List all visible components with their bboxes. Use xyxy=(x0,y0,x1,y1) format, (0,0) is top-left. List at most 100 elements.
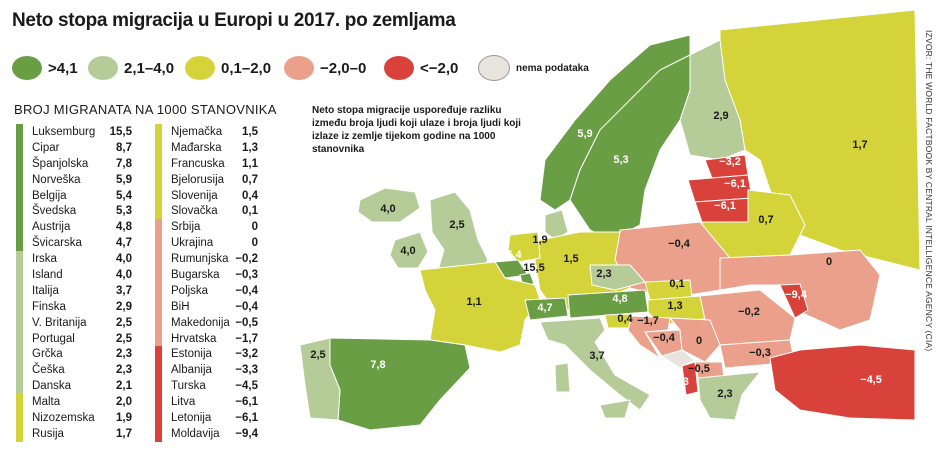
country-name: Hrvatska xyxy=(171,332,217,345)
legend-item: 0,1–2,0 xyxy=(185,56,271,80)
category-bar xyxy=(155,203,162,220)
map-label-czech: 2,3 xyxy=(596,268,611,280)
category-bar xyxy=(155,124,162,140)
map-label-spain: 7,8 xyxy=(370,359,385,371)
category-bar xyxy=(155,378,162,395)
legend-label: 2,1–4,0 xyxy=(124,59,175,77)
category-bar xyxy=(155,425,162,442)
country-row: Bugarska −0,3 xyxy=(155,267,258,283)
category-bar xyxy=(16,314,23,331)
explanation-note: Neto stopa migracije uspoređuje razliku … xyxy=(312,105,521,155)
country-name: Ukrajina xyxy=(171,237,214,250)
category-bar xyxy=(16,282,23,299)
legend-swatch xyxy=(185,56,215,80)
legend-swatch xyxy=(384,56,414,80)
category-bar xyxy=(16,219,23,236)
region-ireland xyxy=(389,231,429,269)
country-value: 1,7 xyxy=(116,427,132,440)
country-row: Moldavija −9,4 xyxy=(155,425,258,442)
category-bar xyxy=(16,362,23,379)
country-row: Francuska 1,1 xyxy=(155,155,258,172)
category-bar xyxy=(155,171,162,188)
region-no-data xyxy=(660,349,695,369)
category-bar xyxy=(155,282,162,299)
category-bar xyxy=(16,425,23,442)
region-sicily xyxy=(599,399,631,419)
category-bar xyxy=(155,298,162,315)
map-label-slovenia: 0,4 xyxy=(617,313,633,325)
country-row: Grčka 2,3 xyxy=(16,346,132,363)
map-label-turkey: −4,5 xyxy=(860,374,882,386)
category-bar xyxy=(155,139,162,156)
category-bar xyxy=(16,124,23,140)
country-row: Slovačka 0,1 xyxy=(155,203,258,220)
legend-swatch xyxy=(88,56,118,80)
category-bar xyxy=(155,314,162,331)
country-value: 2,5 xyxy=(116,332,132,345)
map-label-macedonia: −0,5 xyxy=(688,363,710,375)
country-row: Mađarska 1,3 xyxy=(155,139,258,156)
category-bar xyxy=(155,394,162,411)
region-iceland xyxy=(357,187,421,223)
country-value: −1,7 xyxy=(235,332,258,345)
country-name: Danska xyxy=(32,380,71,393)
category-bar xyxy=(16,378,23,395)
country-name: Njemačka xyxy=(171,125,223,138)
region-greece xyxy=(697,371,762,421)
country-name: Irska xyxy=(32,253,57,266)
legend-label: −2,0–0 xyxy=(320,59,367,77)
country-value: 1,1 xyxy=(242,157,258,170)
map-label-albania: −3,3 xyxy=(667,376,689,388)
country-row: Njemačka 1,5 xyxy=(155,124,258,140)
country-name: Švedska xyxy=(32,205,77,218)
map-label-russia: 1,7 xyxy=(852,139,867,151)
country-value: −6,1 xyxy=(235,411,258,424)
country-row: Rumunjska −0,2 xyxy=(155,251,258,268)
country-row: Turska −4,5 xyxy=(155,378,258,395)
country-row: Italija 3,7 xyxy=(16,282,132,299)
country-row: Češka 2,3 xyxy=(16,362,132,379)
country-value: 2,1 xyxy=(116,380,132,393)
legend-swatch xyxy=(284,56,314,80)
country-value: 5,3 xyxy=(116,205,132,218)
map-label-portugal: 2,5 xyxy=(310,349,325,361)
category-bar xyxy=(16,410,23,426)
country-value: −0,3 xyxy=(235,268,258,281)
legend-item: <−2,0 xyxy=(384,56,458,80)
country-name: Rusija xyxy=(32,427,64,440)
country-row: Srbija 0 xyxy=(155,219,258,236)
country-row: Makedonija −0,5 xyxy=(155,314,258,331)
map-label-greece: 2,3 xyxy=(717,388,732,400)
country-value: 0,4 xyxy=(242,189,258,202)
country-row: Norveška 5,9 xyxy=(16,171,132,188)
country-name: Turska xyxy=(171,380,206,393)
country-value: 0 xyxy=(251,221,258,234)
region-italy xyxy=(539,317,651,411)
country-value: −9,4 xyxy=(235,427,258,440)
source-credit: IZVOR: THE WORLD FACTBOOK BY CENTRAL INT… xyxy=(924,30,934,352)
country-row: Island 4,0 xyxy=(16,267,132,283)
map-label-estonia: −3,2 xyxy=(719,156,741,168)
region-portugal xyxy=(299,337,341,421)
country-name: BiH xyxy=(171,300,190,313)
region-czech xyxy=(589,264,646,291)
map-label-poland: −0,4 xyxy=(668,238,691,250)
category-bar xyxy=(16,394,23,411)
country-value: 4,8 xyxy=(116,221,132,234)
map-label-iceland: 4,0 xyxy=(380,203,395,215)
country-name: Češka xyxy=(32,364,65,377)
country-list-column-2: Njemačka 1,5 Mađarska 1,3 Francuska 1,1 Bjelor… xyxy=(155,124,258,442)
category-bar xyxy=(155,346,162,363)
map-label-bih: −0,4 xyxy=(653,332,676,344)
country-name: Luksemburg xyxy=(32,125,96,138)
category-bar xyxy=(16,298,23,315)
category-bar xyxy=(16,203,23,220)
region-turkey xyxy=(769,344,916,421)
map-label-uk: 2,5 xyxy=(449,219,464,231)
country-row: Cipar 8,7 xyxy=(16,139,132,156)
country-row: Poljska −0,4 xyxy=(155,282,258,299)
country-value: 4,0 xyxy=(116,268,132,281)
country-value: 2,9 xyxy=(116,300,132,313)
country-value: −0,4 xyxy=(235,284,258,297)
map-label-belgium: 5,4 xyxy=(506,249,522,261)
